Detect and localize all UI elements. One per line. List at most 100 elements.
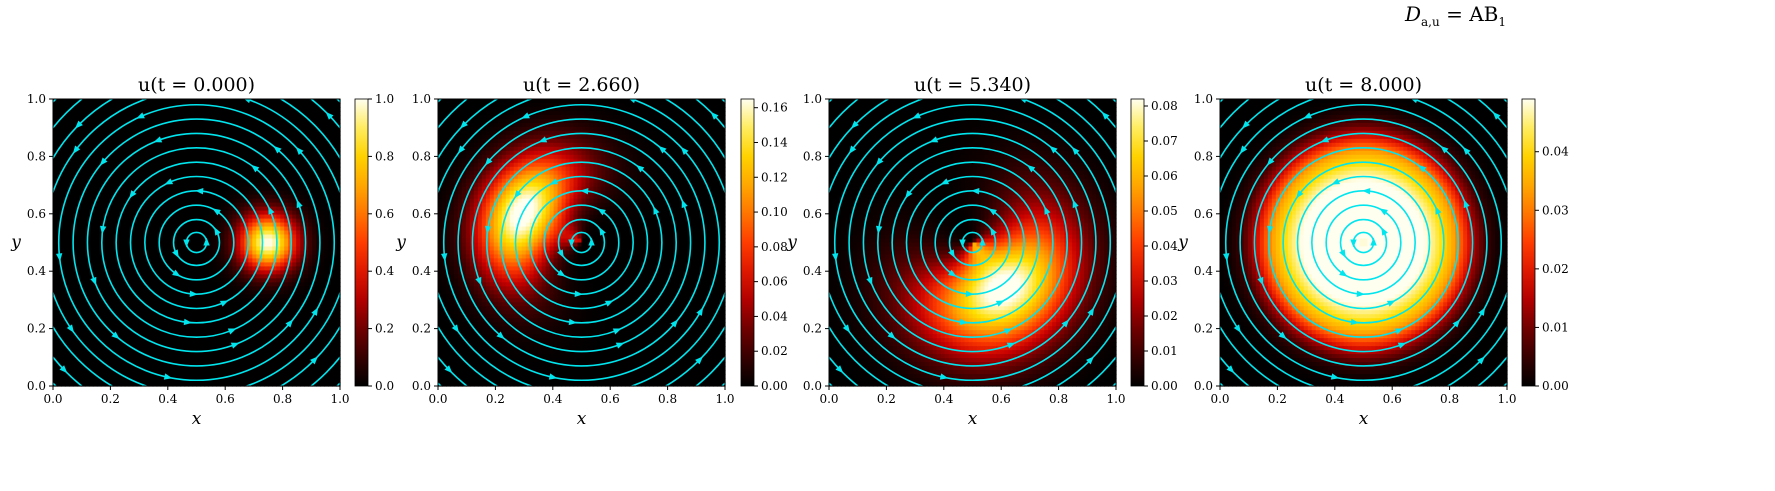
heatmap-cell (320, 366, 325, 371)
heatmap-cell (292, 258, 297, 263)
heatmap-cell (232, 254, 237, 259)
heatmap-cell (240, 115, 245, 120)
heatmap-cell (312, 179, 317, 184)
heatmap-cell (189, 370, 194, 375)
heatmap-cell (212, 151, 217, 156)
heatmap-cell (185, 227, 190, 232)
heatmap-cell (173, 99, 178, 104)
heatmap-cell (208, 239, 213, 244)
heatmap-cell (272, 270, 277, 275)
heatmap-cell (105, 334, 110, 339)
heatmap-cell (193, 282, 198, 287)
heatmap-cell (288, 175, 293, 180)
heatmap-cell (57, 187, 62, 192)
heatmap-cell (216, 278, 221, 283)
heatmap-cell (157, 215, 162, 220)
heatmap-cell (204, 183, 209, 188)
heatmap-cell (272, 278, 277, 283)
heatmap-cell (149, 366, 154, 371)
heatmap-cell (133, 231, 138, 236)
heatmap-cell (65, 314, 70, 319)
heatmap-cell (300, 314, 305, 319)
heatmap-cell (97, 159, 102, 164)
heatmap-cell (157, 191, 162, 196)
heatmap-cell (53, 239, 58, 244)
heatmap-cell (316, 119, 321, 124)
heatmap-cell (320, 354, 325, 359)
heatmap-cell (189, 179, 194, 184)
heatmap-cell (316, 183, 321, 188)
heatmap-cell (81, 330, 86, 335)
heatmap-cell (85, 286, 90, 291)
heatmap-cell (137, 159, 142, 164)
heatmap-cell (169, 115, 174, 120)
heatmap-cell (141, 219, 146, 224)
heatmap-cell (216, 294, 221, 299)
heatmap-cell (304, 286, 309, 291)
heatmap-cell (181, 235, 186, 240)
heatmap-cell (161, 290, 166, 295)
heatmap-cell (328, 239, 333, 244)
heatmap-cell (73, 107, 78, 112)
heatmap-cell (320, 171, 325, 176)
heatmap-cell (212, 294, 217, 299)
heatmap-cell (224, 115, 229, 120)
heatmap-cell (284, 127, 289, 132)
heatmap-cell (81, 354, 86, 359)
heatmap-cell (161, 274, 166, 279)
heatmap-cell (304, 358, 309, 363)
heatmap-cell (252, 179, 257, 184)
heatmap-cell (328, 246, 333, 251)
heatmap-cell (316, 370, 321, 375)
heatmap-cell (240, 362, 245, 367)
heatmap-cell (97, 254, 102, 259)
heatmap-cell (105, 294, 110, 299)
heatmap-cell (145, 215, 150, 220)
heatmap-cell (316, 135, 321, 140)
heatmap-cell (145, 107, 150, 112)
heatmap-cell (161, 99, 166, 104)
heatmap-cell (288, 314, 293, 319)
heatmap-cell (181, 330, 186, 335)
heatmap-cell (145, 330, 150, 335)
heatmap-cell (200, 195, 205, 200)
heatmap-cell (268, 131, 273, 136)
heatmap-cell (212, 366, 217, 371)
heatmap-cell (141, 175, 146, 180)
heatmap-cell (145, 207, 150, 212)
heatmap-cell (264, 298, 269, 303)
heatmap-cell (220, 123, 225, 128)
heatmap-cell (300, 231, 305, 236)
heatmap-cell (61, 147, 66, 152)
heatmap-cell (248, 258, 253, 263)
heatmap-cell (109, 143, 114, 148)
heatmap-cell (189, 139, 194, 144)
heatmap-cell (300, 354, 305, 359)
heatmap-cell (113, 163, 118, 168)
heatmap-cell (169, 338, 174, 343)
heatmap-cell (296, 262, 301, 267)
heatmap-cell (121, 294, 126, 299)
heatmap-cell (204, 286, 209, 291)
heatmap-cell (232, 211, 237, 216)
heatmap-cell (113, 219, 118, 224)
heatmap-cell (292, 366, 297, 371)
heatmap-cell (308, 231, 313, 236)
heatmap-cell (276, 103, 281, 108)
heatmap-cell (268, 362, 273, 367)
heatmap-cell (236, 203, 241, 208)
heatmap-cell (61, 334, 66, 339)
heatmap-cell (125, 258, 130, 263)
heatmap-cell (85, 266, 90, 271)
heatmap-cell (240, 270, 245, 275)
heatmap-cell (81, 298, 86, 303)
heatmap-cell (197, 199, 202, 204)
heatmap-cell (332, 342, 337, 347)
heatmap-cell (236, 179, 241, 184)
heatmap-cell (300, 139, 305, 144)
heatmap-cell (109, 338, 114, 343)
heatmap-cell (57, 326, 62, 331)
heatmap-cell (248, 246, 253, 251)
heatmap-cell (332, 286, 337, 291)
heatmap-cell (117, 135, 122, 140)
